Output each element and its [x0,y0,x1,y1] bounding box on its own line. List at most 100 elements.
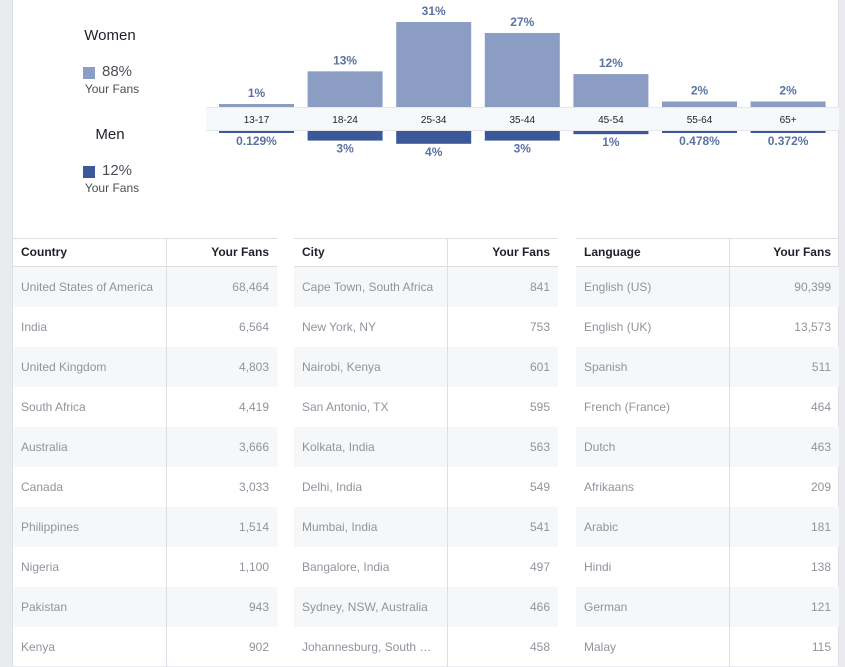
column-divider [166,587,167,627]
women-bar [662,101,737,107]
row-name: Malay [584,640,617,654]
row-name: English (UK) [584,320,652,334]
row-name: Johannesburg, South … [302,640,432,654]
women-bar-label: 2% [691,84,709,98]
column-divider [166,239,167,266]
age-gender-chart: 1% 0.129% 13-17 13% 3% 18-24 31% 4% 25-34 27% 3% 35… [206,4,839,159]
row-name: Canada [21,480,64,494]
row-name: English (US) [584,280,652,294]
row-fans-count: 497 [529,560,550,574]
table-row: English (UK) 13,573 [576,307,839,347]
row-name: New York, NY [302,320,377,334]
table-row: San Antonio, TX 595 [294,387,558,427]
table-row: Nigeria 1,100 [13,547,277,587]
row-name: Bangalore, India [302,560,390,574]
row-name: German [584,600,628,614]
women-bar-label: 27% [510,15,534,29]
row-name: San Antonio, TX [302,400,389,414]
row-fans-count: 463 [810,440,831,454]
column-divider [447,347,448,387]
column-header-name[interactable]: City [302,245,325,259]
men-bar [307,131,383,141]
women-swatch [83,67,95,79]
column-divider [729,347,730,387]
column-header-fans[interactable]: Your Fans [492,245,550,259]
row-name: Mumbai, India [302,520,378,534]
row-name: India [21,320,48,334]
table-row: Nairobi, Kenya 601 [294,347,558,387]
women-bar-label: 13% [333,53,357,67]
row-name: Sydney, NSW, Australia [302,600,428,614]
women-bar [484,32,560,107]
table-row: United Kingdom 4,803 [13,347,277,387]
row-name: Cape Town, South Africa [302,280,434,294]
table-header: Language Your Fans [576,239,839,267]
column-header-name[interactable]: Language [584,245,641,259]
men-bar [219,131,294,133]
legend-men-title: Men [95,126,125,143]
row-fans-count: 943 [248,600,269,614]
category-label: 45-54 [598,115,624,126]
table-country: Country Your Fans United States of America… [13,238,277,667]
row-name: Arabic [584,520,619,534]
table-row: New York, NY 753 [294,307,558,347]
row-name: Afrikaans [584,480,635,494]
category-strip [206,107,839,131]
men-bar [662,131,737,133]
column-divider [729,587,730,627]
table-row: Philippines 1,514 [13,507,277,547]
table-language: Language Your Fans English (US) 90,399 Engli… [576,238,839,667]
row-name: Australia [21,440,68,454]
category-label: 55-64 [687,115,713,126]
row-name: Dutch [584,440,616,454]
column-divider [729,547,730,587]
column-header-fans[interactable]: Your Fans [211,245,269,259]
row-name: Philippines [21,520,80,534]
row-name: Nigeria [21,560,60,574]
table-row: Malay 115 [576,627,839,667]
men-bar-label: 0.372% [768,134,809,148]
table-row: Delhi, India 549 [294,467,558,507]
women-bar [307,71,383,107]
men-bar-label: 1% [602,135,620,149]
women-bar [750,101,826,107]
table-row: Kenya 902 [13,627,277,667]
row-fans-count: 90,399 [794,280,831,294]
row-name: Hindi [584,560,612,574]
women-bar-label: 1% [248,86,266,100]
row-fans-count: 209 [810,480,831,494]
row-name: United Kingdom [21,360,107,374]
row-fans-count: 601 [529,360,550,374]
column-divider [447,507,448,547]
column-divider [729,507,730,547]
men-bar-label: 3% [336,142,354,156]
men-sub: Your Fans [84,181,140,195]
table-row: Sydney, NSW, Australia 466 [294,587,558,627]
table-row: United States of America 68,464 [13,267,277,307]
women-bar-label: 2% [779,84,797,98]
row-fans-count: 3,666 [238,440,269,454]
women-sub: Your Fans [84,82,140,96]
men-bar-label: 0.129% [236,134,277,148]
column-header-fans[interactable]: Your Fans [773,245,831,259]
row-fans-count: 4,419 [238,400,269,414]
table-row: Cape Town, South Africa 841 [294,267,558,307]
column-divider [166,547,167,587]
row-fans-count: 4,803 [238,360,269,374]
row-fans-count: 6,564 [238,320,269,334]
table-row: Kolkata, India 563 [294,427,558,467]
row-fans-count: 563 [529,440,550,454]
column-divider [729,307,730,347]
row-fans-count: 464 [810,400,831,414]
row-fans-count: 115 [811,640,831,654]
column-divider [447,267,448,307]
column-divider [447,239,448,266]
row-fans-count: 466 [529,600,550,614]
row-fans-count: 595 [529,400,550,414]
column-header-name[interactable]: Country [21,245,67,259]
men-bar [573,131,649,135]
column-divider [166,267,167,307]
column-divider [729,467,730,507]
row-fans-count: 458 [529,640,550,654]
row-name: Delhi, India [302,480,363,494]
